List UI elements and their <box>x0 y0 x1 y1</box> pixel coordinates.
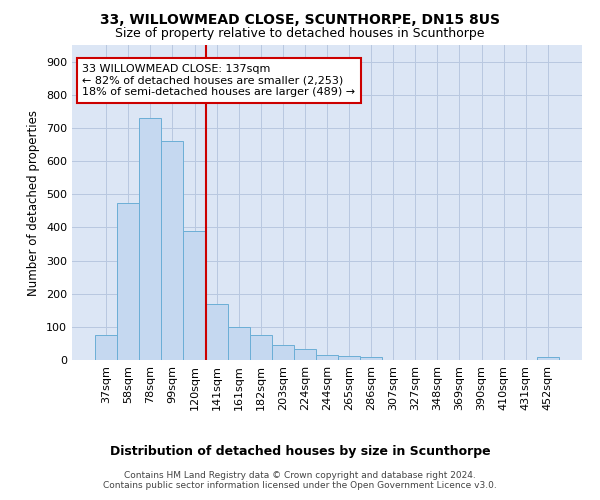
Text: 33, WILLOWMEAD CLOSE, SCUNTHORPE, DN15 8US: 33, WILLOWMEAD CLOSE, SCUNTHORPE, DN15 8… <box>100 12 500 26</box>
Bar <box>272 345 294 360</box>
Bar <box>161 141 184 360</box>
Bar <box>250 335 272 360</box>
Y-axis label: Number of detached properties: Number of detached properties <box>28 110 40 296</box>
Bar <box>360 356 382 360</box>
Bar <box>316 355 338 360</box>
Text: Distribution of detached houses by size in Scunthorpe: Distribution of detached houses by size … <box>110 445 490 458</box>
Text: Size of property relative to detached houses in Scunthorpe: Size of property relative to detached ho… <box>115 28 485 40</box>
Bar <box>338 356 360 360</box>
Text: 33 WILLOWMEAD CLOSE: 137sqm
← 82% of detached houses are smaller (2,253)
18% of : 33 WILLOWMEAD CLOSE: 137sqm ← 82% of det… <box>82 64 355 97</box>
Text: Contains HM Land Registry data © Crown copyright and database right 2024.
Contai: Contains HM Land Registry data © Crown c… <box>103 470 497 490</box>
Bar <box>184 230 206 360</box>
Bar <box>139 118 161 360</box>
Bar <box>117 202 139 360</box>
Bar <box>537 358 559 360</box>
Bar <box>294 350 316 360</box>
Bar <box>227 327 250 360</box>
Bar <box>206 304 227 360</box>
Bar <box>95 335 117 360</box>
